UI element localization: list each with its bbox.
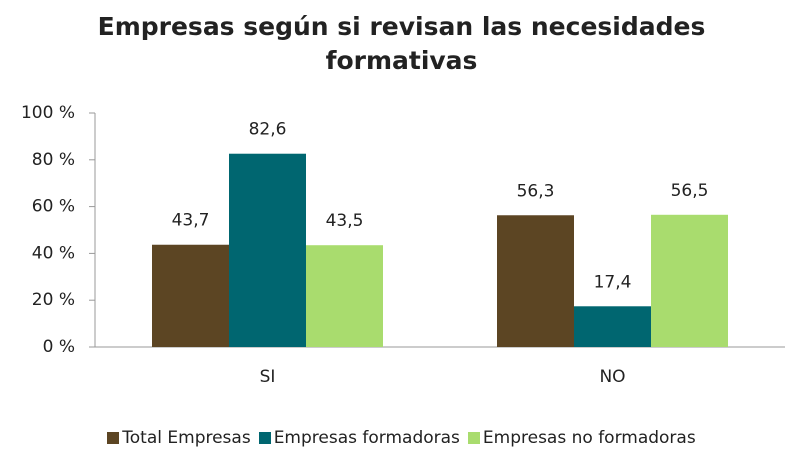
legend-label: Empresas formadoras	[273, 428, 460, 448]
bar	[497, 215, 574, 347]
legend-swatch	[258, 432, 271, 444]
value-label: 56,5	[671, 181, 709, 201]
y-tick-label: 20 %	[32, 290, 75, 310]
legend-item: Empresas no formadoras	[467, 428, 696, 448]
x-tick-label: SI	[260, 367, 276, 387]
y-tick-label: 60 %	[32, 197, 75, 217]
legend: Total Empresas Empresas formadoras Empresa…	[0, 428, 803, 448]
bar	[152, 244, 229, 347]
legend-swatch	[107, 432, 120, 444]
bar	[574, 306, 651, 347]
legend-label: Total Empresas	[122, 428, 251, 448]
value-label: 43,7	[172, 211, 210, 231]
y-tick-label: 80 %	[32, 150, 75, 170]
value-label: 56,3	[517, 181, 555, 201]
y-tick-label: 0 %	[43, 337, 75, 357]
x-tick-label: NO	[599, 367, 625, 387]
legend-item: Empresas formadoras	[258, 428, 460, 448]
value-label: 43,5	[326, 211, 364, 231]
y-tick-label: 40 %	[32, 243, 75, 263]
chart-title: Empresas según si revisan las necesidade…	[97, 12, 706, 75]
value-label: 82,6	[249, 120, 287, 140]
legend-item: Total Empresas	[107, 428, 251, 448]
legend-label: Empresas no formadoras	[482, 428, 696, 448]
value-label: 17,4	[594, 272, 632, 292]
bar	[229, 153, 306, 347]
bar	[306, 245, 383, 347]
legend-swatch	[467, 432, 480, 444]
bar	[651, 214, 728, 347]
y-tick-label: 100 %	[21, 103, 75, 123]
